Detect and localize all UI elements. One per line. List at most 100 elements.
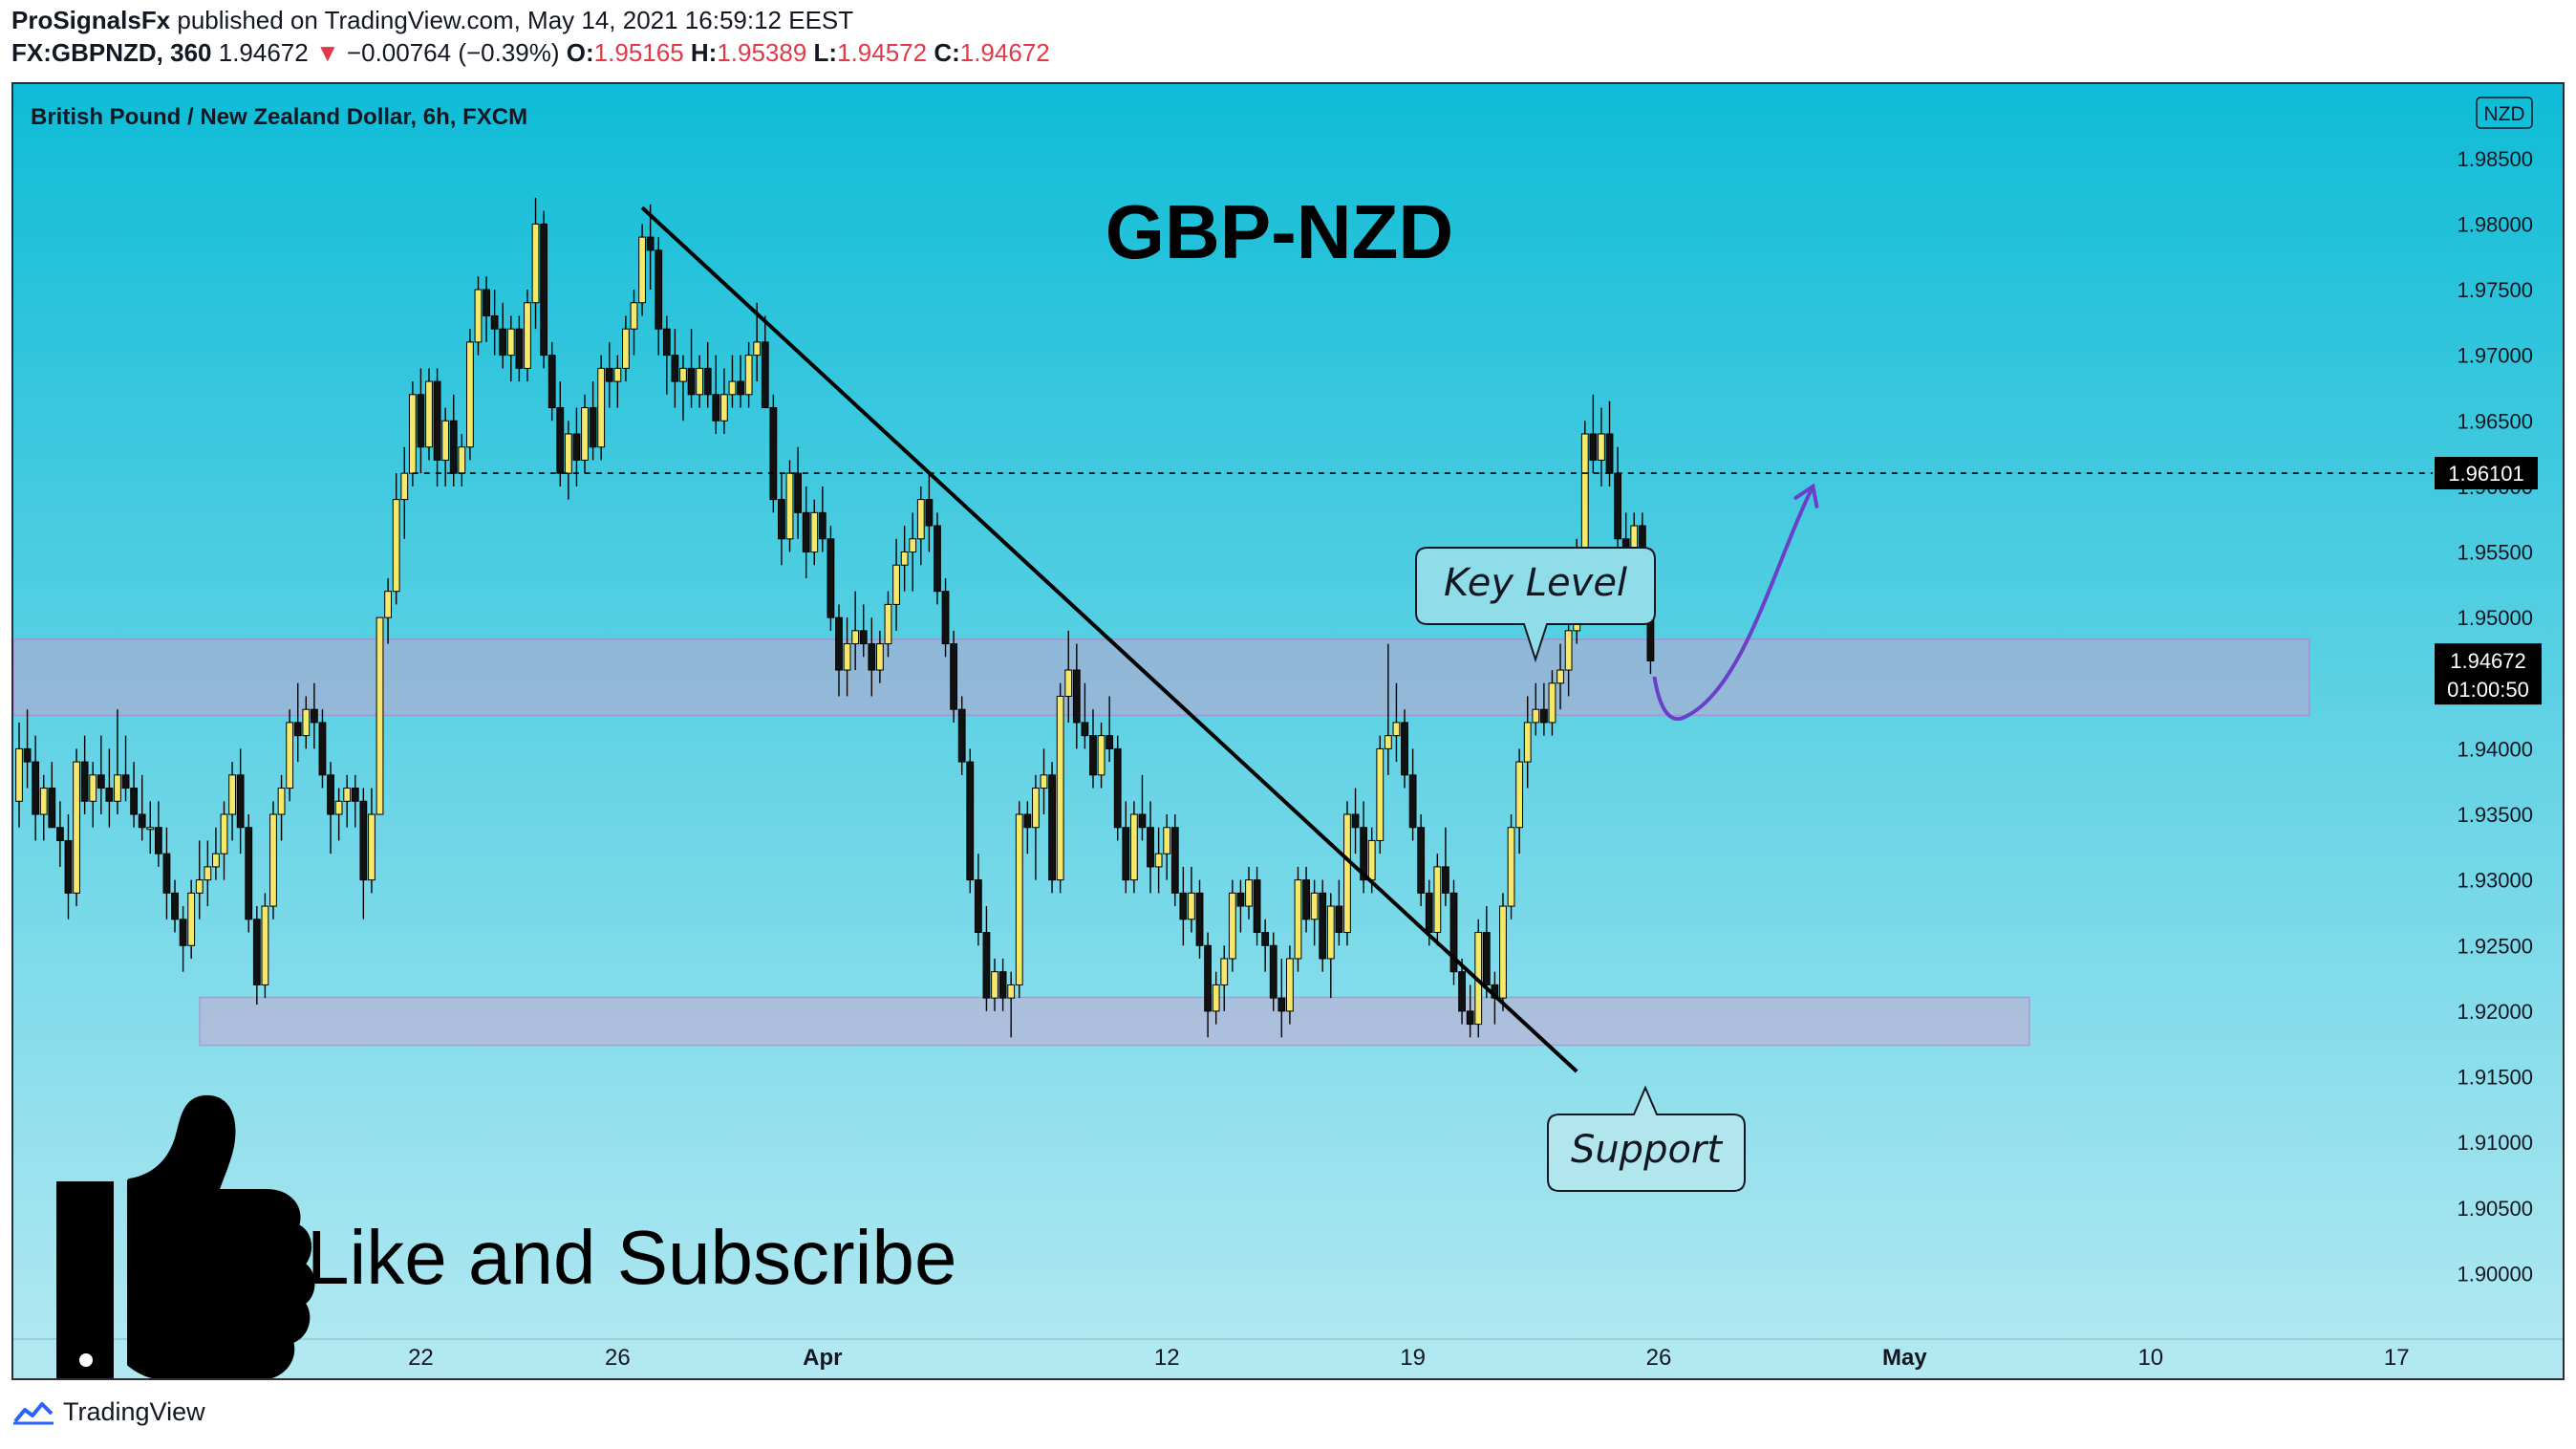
- candle-bear: [1360, 827, 1368, 881]
- candle-bear: [1113, 747, 1122, 829]
- candle-bull: [785, 472, 794, 540]
- candle-bull: [506, 328, 515, 357]
- candle-bear: [859, 630, 868, 645]
- candle-bull: [679, 367, 687, 382]
- price-tick-label: 1.95000: [2457, 606, 2533, 630]
- candle-bear: [687, 367, 696, 396]
- candle-bear: [802, 511, 810, 553]
- price-tick-label: 1.94000: [2457, 737, 2533, 761]
- price-tick-label: 1.93000: [2457, 869, 2533, 893]
- candle-bear: [121, 774, 130, 789]
- candle-bull: [114, 774, 121, 802]
- candle-bull: [73, 761, 80, 894]
- candle-bull: [744, 355, 753, 396]
- candle-bear: [515, 328, 524, 369]
- publish-text: published on TradingView.com, May 14, 20…: [177, 6, 854, 34]
- candle-bear: [1269, 944, 1277, 999]
- trend-line: [640, 205, 1578, 1073]
- candle-bull: [909, 538, 917, 553]
- candle-bear: [1302, 879, 1310, 920]
- candle-bear: [236, 774, 245, 829]
- candle-bull: [1507, 827, 1515, 907]
- candle-bull: [753, 341, 762, 357]
- candle-bear: [1081, 722, 1089, 737]
- candle-bull: [1064, 669, 1073, 697]
- chart-title: GBP-NZD: [1106, 189, 1453, 274]
- candle-bear: [1106, 735, 1114, 749]
- support-zone: [199, 996, 2030, 1047]
- low-label: L:: [813, 38, 838, 67]
- dashed-level-tag: [2435, 457, 2538, 490]
- candlestick-chart[interactable]: 1.90000 1.90500 1.91000 1.91500 1.92000 1.925…: [13, 84, 2563, 1378]
- price-axis[interactable]: 1.90000 1.90500 1.91000 1.91500 1.92000 1.925…: [2435, 147, 2542, 1287]
- candle-bull: [719, 394, 728, 422]
- candle-bull: [728, 380, 737, 396]
- candle-bear: [974, 879, 982, 934]
- candle-bull: [146, 827, 155, 831]
- candle-bear: [490, 314, 499, 330]
- price-tick-label: 1.92000: [2457, 1000, 2533, 1024]
- price-tick-label: 1.98500: [2457, 147, 2533, 171]
- key-level-text: Key Level: [1444, 561, 1627, 605]
- candle-bear: [359, 800, 368, 881]
- candle-bear: [138, 813, 146, 829]
- cta-text: Like and Subscribe: [307, 1215, 956, 1300]
- candle-bear: [1458, 971, 1466, 1012]
- candle-bear: [769, 407, 778, 501]
- candle-bear: [556, 407, 565, 474]
- candle-bull: [1433, 866, 1442, 934]
- last-price-tag: [2435, 643, 2542, 705]
- candle-bull: [1163, 827, 1171, 854]
- tradingview-footer[interactable]: TradingView: [13, 1397, 205, 1427]
- down-arrow-icon: ▼: [314, 38, 340, 67]
- candle-bear: [703, 367, 712, 396]
- candle-bull: [1564, 630, 1573, 671]
- candle-bull: [564, 433, 572, 474]
- candle-bull: [1598, 433, 1605, 461]
- candle-bear: [1147, 827, 1154, 868]
- price-tick-label: 1.98000: [2457, 212, 2533, 236]
- candle-bull: [1228, 892, 1236, 960]
- chart-pane[interactable]: 1.90000 1.90500 1.91000 1.91500 1.92000 1.925…: [11, 82, 2565, 1380]
- candle-bear: [1351, 813, 1360, 829]
- time-tick-label: 19: [1400, 1345, 1426, 1371]
- candle-bear: [547, 355, 556, 409]
- candle-bull: [204, 866, 212, 881]
- candle-bear: [925, 499, 934, 527]
- candle-bull: [220, 813, 228, 854]
- candle-bull: [343, 788, 352, 802]
- candle-bear: [417, 394, 425, 448]
- candle-bear: [105, 788, 114, 802]
- candle-bull: [622, 328, 630, 369]
- candle-bull: [392, 499, 400, 593]
- close-label: C:: [934, 38, 960, 67]
- candle-bull: [1326, 905, 1335, 960]
- candle-bear: [56, 827, 64, 841]
- candle-bull: [581, 407, 589, 461]
- tradingview-brand: TradingView: [63, 1397, 205, 1426]
- candle-bear: [32, 761, 40, 815]
- price-change: −0.00764 (−0.39%): [346, 38, 560, 67]
- candle-bear: [1122, 827, 1130, 881]
- candle-bull: [400, 472, 409, 501]
- candle-bear: [589, 407, 597, 448]
- candle-bull: [376, 616, 384, 815]
- instrument-label: British Pound / New Zealand Dollar, 6h, …: [31, 104, 527, 130]
- candle-bull: [1040, 774, 1048, 789]
- candle-bear: [966, 761, 975, 881]
- candle-bull: [1580, 433, 1589, 553]
- candle-bull: [368, 813, 376, 881]
- candle-bull: [1056, 695, 1064, 881]
- candle-bear: [1261, 932, 1270, 946]
- candle-bull: [1015, 813, 1023, 985]
- candle-bear: [646, 236, 655, 251]
- candle-bull: [195, 879, 204, 894]
- publish-info: ProSignalsFx published on TradingView.co…: [11, 6, 853, 35]
- candle-bull: [286, 722, 294, 789]
- price-tick-label: 1.91500: [2457, 1066, 2533, 1090]
- candle-bull: [1556, 669, 1564, 684]
- candle-bear: [23, 747, 32, 763]
- last-price: 1.94672: [218, 38, 309, 67]
- candle-bear: [998, 971, 1007, 999]
- author-name[interactable]: ProSignalsFx: [11, 6, 171, 34]
